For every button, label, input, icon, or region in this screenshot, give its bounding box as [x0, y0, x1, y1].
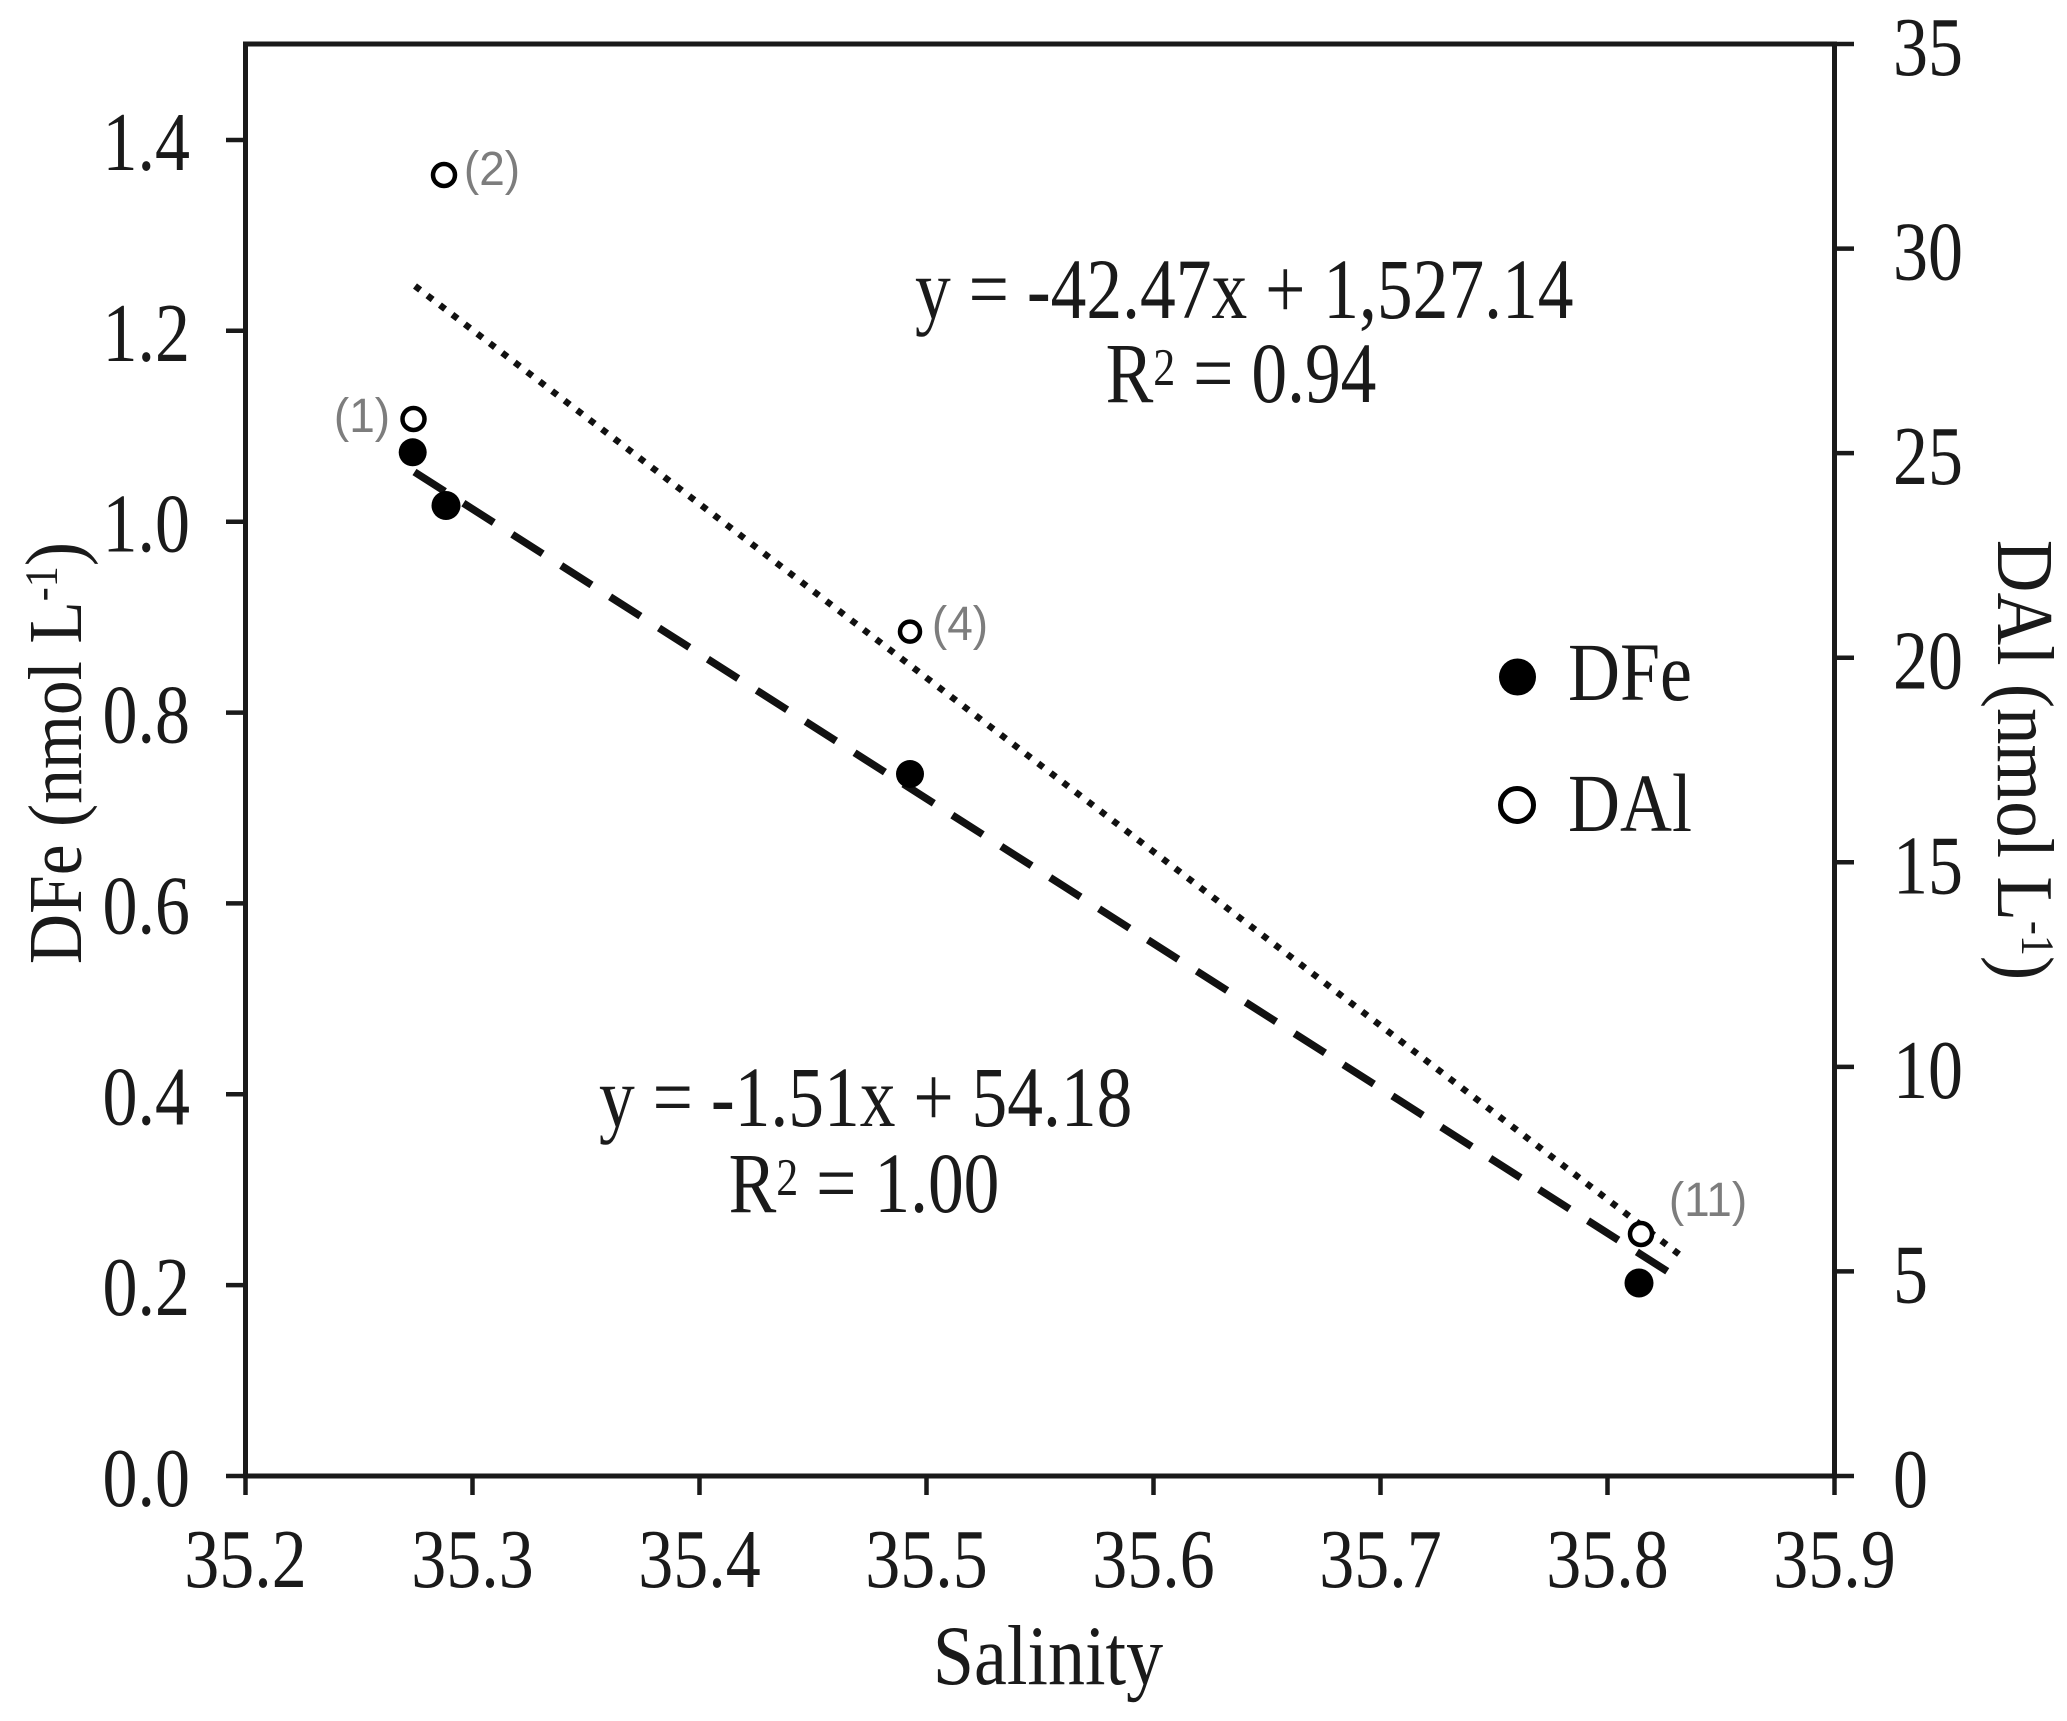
- svg-text:(11): (11): [1669, 1172, 1747, 1226]
- svg-text:0.0: 0.0: [103, 1431, 190, 1524]
- svg-text:35.3: 35.3: [411, 1512, 533, 1605]
- svg-text:(1): (1): [334, 388, 390, 442]
- svg-text:y = -42.47x + 1,527.14: y = -42.47x + 1,527.14: [915, 243, 1574, 338]
- svg-text:35.5: 35.5: [865, 1512, 987, 1605]
- svg-text:R2 = 1.00: R2 = 1.00: [729, 1137, 1000, 1232]
- svg-text:0.2: 0.2: [103, 1240, 190, 1333]
- svg-text:Salinity: Salinity: [933, 1609, 1163, 1703]
- svg-text:30: 30: [1893, 205, 1963, 298]
- svg-text:5: 5: [1893, 1227, 1928, 1320]
- svg-text:35.4: 35.4: [638, 1512, 760, 1605]
- svg-text:DAl (nmol L-1): DAl (nmol L-1): [1980, 540, 2067, 980]
- svg-text:35: 35: [1893, 0, 1963, 93]
- svg-text:1.4: 1.4: [103, 95, 190, 188]
- svg-text:35.2: 35.2: [184, 1512, 306, 1605]
- svg-text:35.8: 35.8: [1546, 1512, 1668, 1605]
- svg-text:20: 20: [1893, 614, 1963, 707]
- svg-text:35.9: 35.9: [1773, 1512, 1895, 1605]
- svg-text:0.4: 0.4: [103, 1049, 190, 1142]
- svg-text:0.6: 0.6: [103, 858, 190, 951]
- svg-text:DAl: DAl: [1568, 757, 1692, 849]
- svg-text:(2): (2): [464, 141, 520, 195]
- svg-text:(4): (4): [932, 596, 988, 650]
- svg-text:10: 10: [1893, 1023, 1963, 1116]
- svg-text:1.0: 1.0: [103, 477, 190, 570]
- svg-text:0.8: 0.8: [103, 668, 190, 761]
- svg-text:DFe (nmol L-1): DFe (nmol L-1): [10, 542, 99, 964]
- svg-text:25: 25: [1893, 409, 1963, 502]
- svg-text:35.7: 35.7: [1319, 1512, 1441, 1605]
- svg-text:R2 = 0.94: R2 = 0.94: [1106, 327, 1377, 422]
- svg-text:0: 0: [1893, 1432, 1928, 1525]
- svg-text:35.6: 35.6: [1092, 1512, 1214, 1605]
- svg-text:DFe: DFe: [1568, 626, 1692, 718]
- svg-text:1.2: 1.2: [103, 286, 190, 379]
- svg-text:y = -1.51x + 54.18: y = -1.51x + 54.18: [599, 1051, 1132, 1146]
- svg-text:15: 15: [1893, 818, 1963, 911]
